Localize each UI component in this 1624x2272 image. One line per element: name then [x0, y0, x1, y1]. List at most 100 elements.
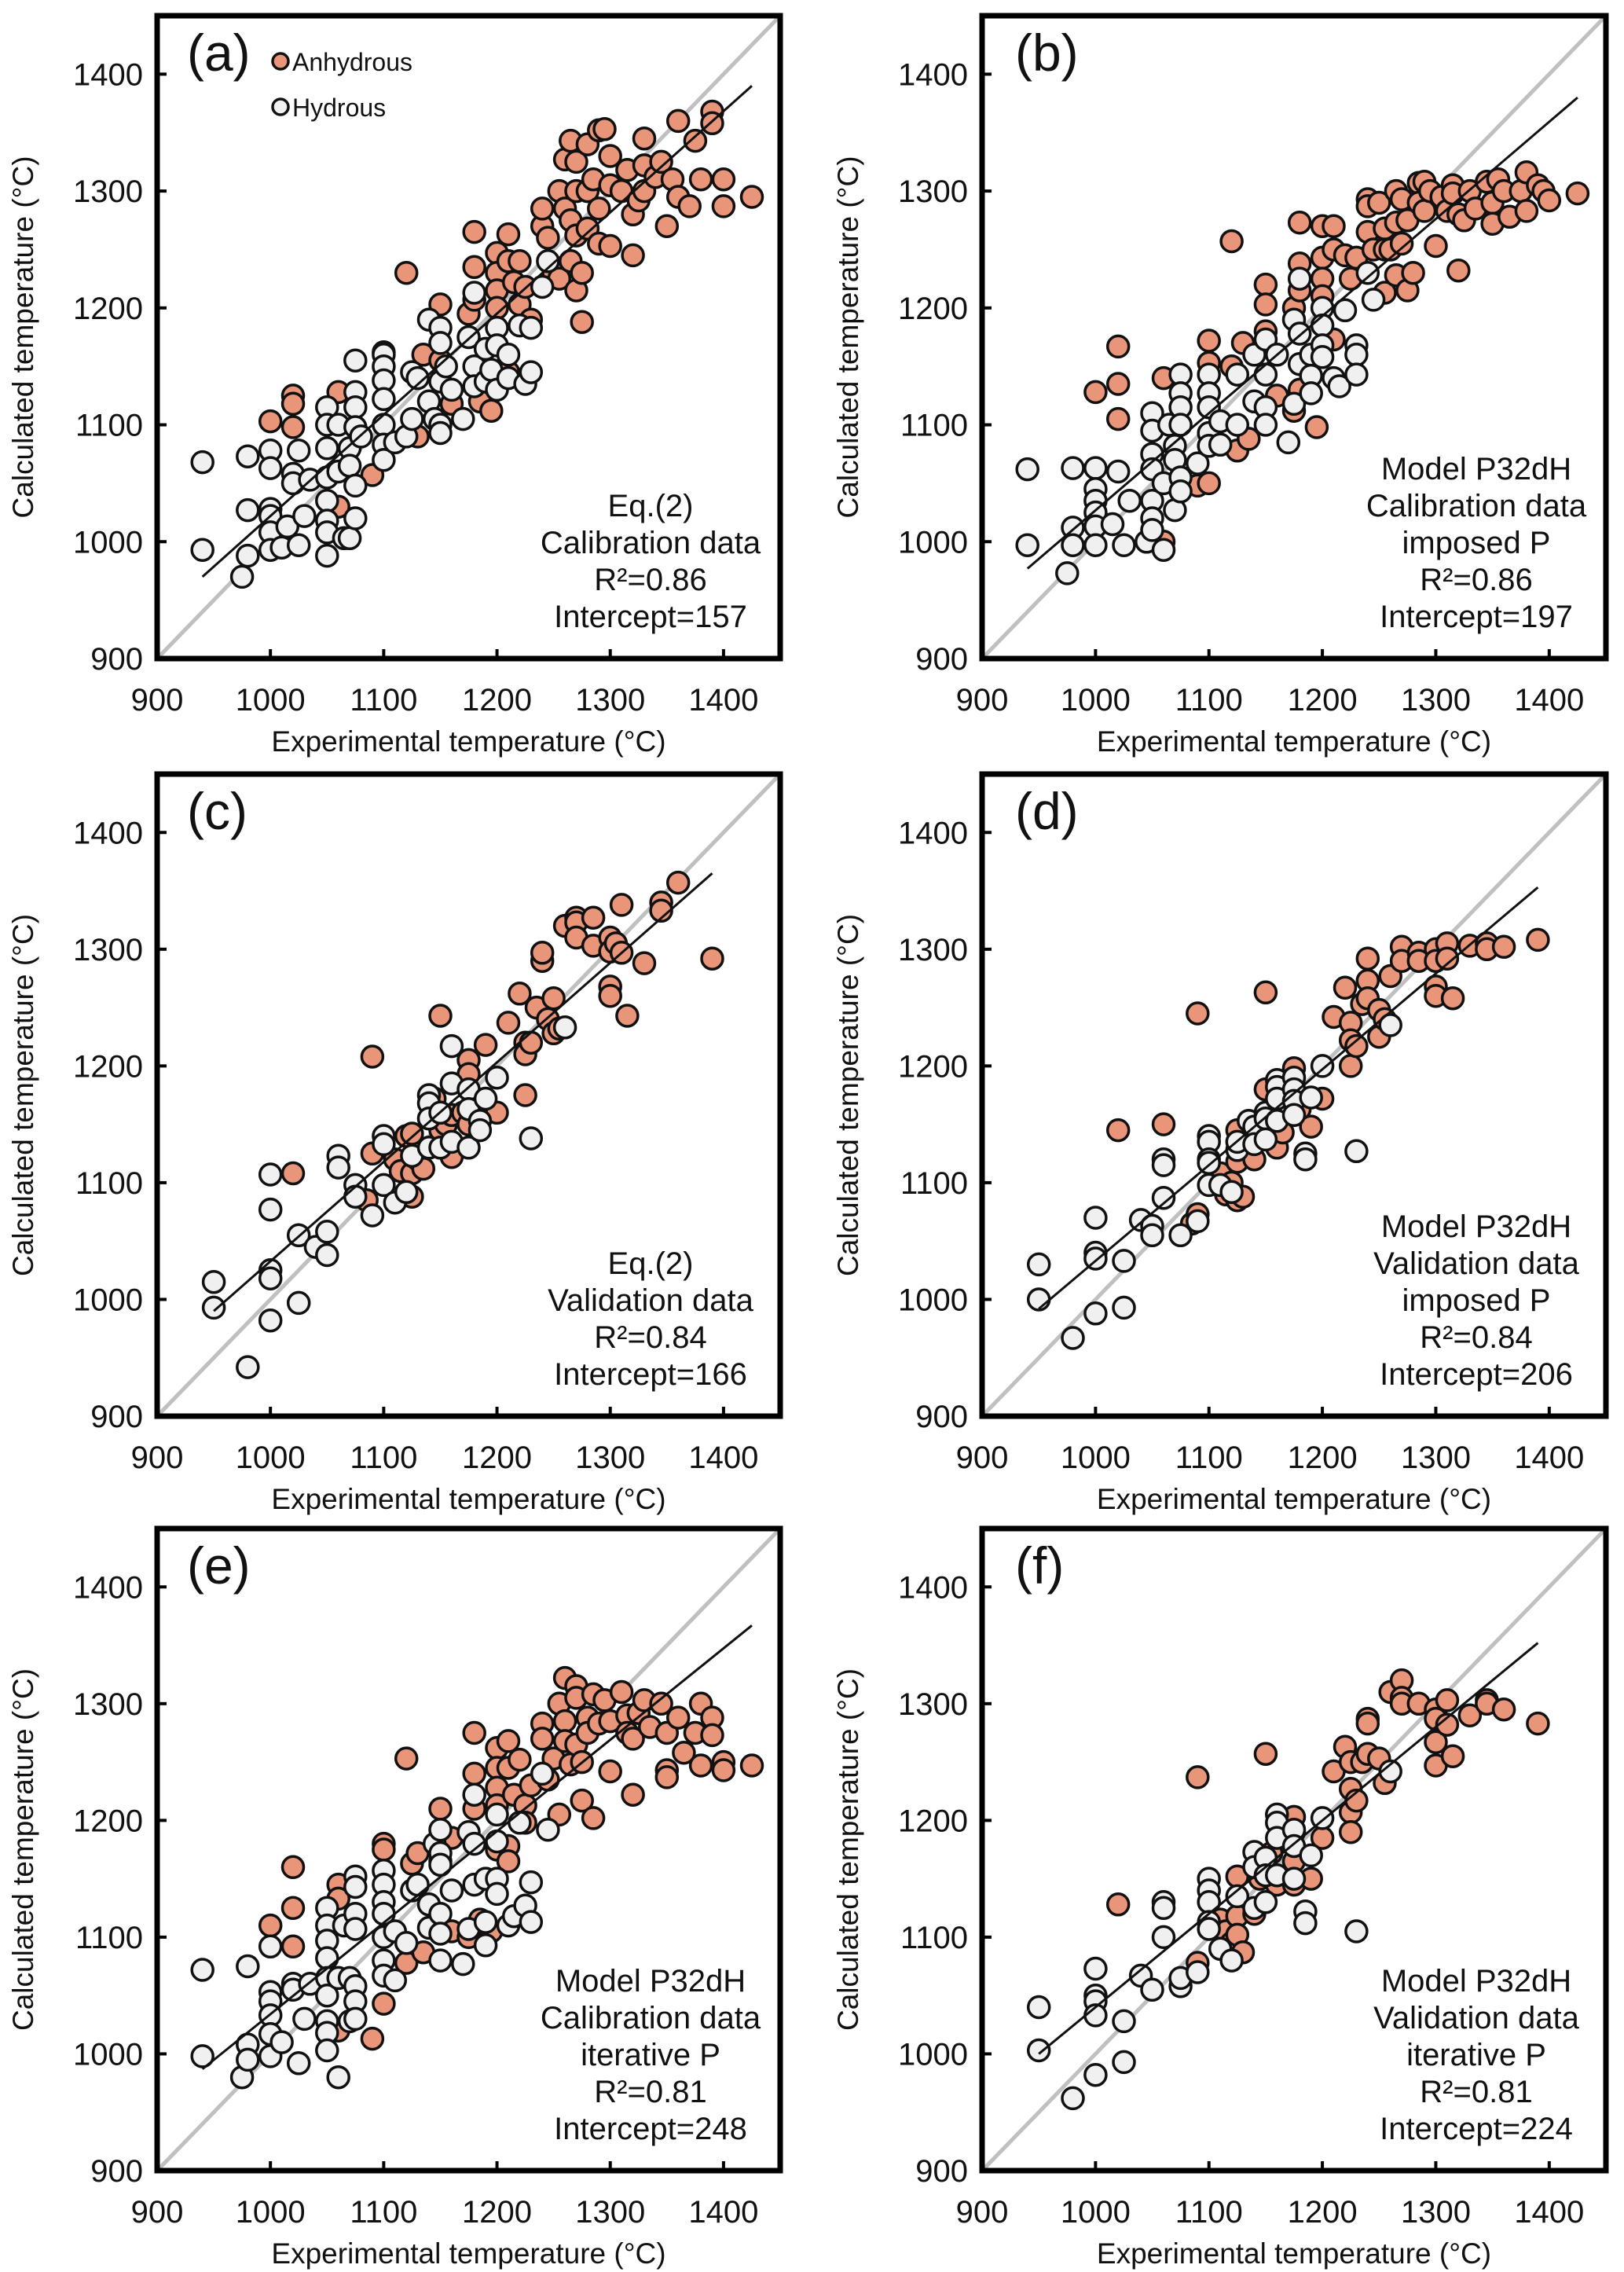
hydrous-point	[1225, 1884, 1250, 1909]
anhydrous-point	[479, 398, 504, 423]
x-tick-label: 900	[956, 683, 1009, 718]
hydrous-point	[1378, 1013, 1402, 1037]
anhydrous-point	[1219, 229, 1244, 254]
hydrous-point	[467, 1118, 493, 1143]
anhydrous-point	[615, 1004, 640, 1028]
anhydrous-point	[654, 1765, 680, 1789]
anhydrous-point	[1083, 380, 1108, 405]
hydrous-point	[343, 506, 368, 530]
scatter-points	[190, 1665, 764, 2090]
annotation-line: imposed P	[1402, 1283, 1551, 1318]
anhydrous-point	[372, 1837, 396, 1862]
y-tick-label: 900	[915, 642, 968, 677]
annotation-line: Eq.(2)	[608, 489, 694, 523]
hydrous-point	[315, 488, 339, 513]
hydrous-point	[1299, 1843, 1323, 1868]
anhydrous-point	[508, 982, 532, 1006]
hydrous-point	[236, 543, 260, 568]
hydrous-point	[1378, 1759, 1402, 1784]
hydrous-point	[1208, 432, 1233, 457]
hydrous-point	[286, 1290, 311, 1316]
hydrous-point	[236, 497, 260, 523]
hydrous-point	[1287, 266, 1312, 291]
anhydrous-point	[1435, 1688, 1460, 1712]
anhydrous-point	[654, 214, 680, 238]
x-tick-label: 900	[131, 683, 184, 718]
anhydrous-point	[570, 310, 594, 334]
anhydrous-point	[1333, 975, 1358, 1000]
anhydrous-point	[700, 1723, 724, 1748]
y-axis-label: Calculated temperature (°C)	[7, 914, 39, 1276]
hydrous-point	[258, 456, 283, 480]
anhydrous-point	[1389, 231, 1414, 256]
hydrous-point	[1083, 1956, 1108, 1981]
regression-line	[1026, 96, 1578, 570]
hydrous-point	[552, 1015, 577, 1040]
hydrous-point	[372, 447, 396, 472]
hydrous-point	[315, 543, 339, 568]
hydrous-point	[1186, 1960, 1210, 1984]
hydrous-point	[292, 2006, 317, 2032]
x-tick-label: 1200	[1288, 1441, 1358, 1475]
legend-marker-hydrous	[271, 97, 290, 116]
regression-line	[213, 872, 713, 1312]
scatter-points	[201, 870, 724, 1379]
anhydrous-point	[473, 1033, 498, 1057]
hydrous-point	[1151, 538, 1176, 562]
hydrous-point	[258, 1266, 283, 1290]
hydrous-point	[1140, 1223, 1164, 1248]
y-tick-label: 1000	[898, 2037, 968, 2072]
hydrous-point	[519, 360, 544, 384]
anhydrous-point	[688, 167, 713, 192]
hydrous-point	[1055, 561, 1080, 585]
regression-line	[1038, 1642, 1539, 2055]
anhydrous-point	[711, 167, 736, 192]
anhydrous-point	[1151, 1112, 1176, 1136]
hydrous-point	[439, 377, 464, 402]
hydrous-point	[536, 1817, 560, 1842]
hydrous-point	[315, 1220, 339, 1244]
anhydrous-point	[530, 941, 555, 965]
hydrous-point	[1225, 413, 1250, 437]
hydrous-point	[1281, 1103, 1307, 1128]
hydrous-point	[496, 343, 521, 367]
hydrous-point	[394, 1931, 419, 1955]
hydrous-point	[462, 1782, 486, 1807]
hydrous-point	[343, 348, 368, 373]
hydrous-point	[1083, 456, 1108, 480]
y-tick-label: 1000	[73, 525, 143, 560]
anhydrous-point	[1424, 233, 1448, 259]
panel-label: (a)	[187, 24, 251, 82]
hydrous-point	[519, 1910, 544, 1934]
annotation-line: Intercept=197	[1380, 600, 1573, 634]
hydrous-point	[1253, 413, 1278, 437]
x-tick-label: 900	[956, 1441, 1009, 1475]
hydrous-point	[315, 1946, 339, 1970]
x-tick-label: 1100	[350, 1441, 417, 1475]
hydrous-point	[1151, 1896, 1176, 1921]
anhydrous-point	[1526, 1711, 1550, 1736]
anhydrous-point	[1338, 1054, 1363, 1078]
hydrous-point	[201, 1269, 226, 1294]
anhydrous-point	[496, 1729, 521, 1753]
hydrous-point	[473, 1086, 498, 1111]
x-tick-label: 1000	[1061, 683, 1131, 718]
y-axis-label: Calculated temperature (°C)	[7, 156, 39, 518]
anhydrous-point	[621, 1782, 645, 1807]
anhydrous-point	[649, 1691, 673, 1716]
series-anhydrous	[1105, 927, 1550, 1236]
annotation-line: Intercept=248	[554, 2112, 747, 2146]
hydrous-point	[1112, 2009, 1136, 2034]
anhydrous-point	[739, 1753, 764, 1778]
anhydrous-point	[258, 1913, 283, 1938]
hydrous-point	[1293, 1147, 1318, 1172]
chart-panel-f: 900 1000 1100 1200 1300 1400 900 1000 1100 1200 13…	[832, 1525, 1609, 2270]
hydrous-point	[1105, 459, 1131, 484]
y-tick-label: 900	[915, 2154, 968, 2189]
hydrous-point	[405, 365, 430, 391]
y-tick-label: 1400	[898, 57, 968, 92]
annotation-line: Intercept=224	[1380, 2112, 1573, 2146]
anhydrous-point	[1457, 1703, 1483, 1727]
x-tick-label: 900	[131, 1441, 184, 1475]
anhydrous-point	[598, 983, 622, 1008]
